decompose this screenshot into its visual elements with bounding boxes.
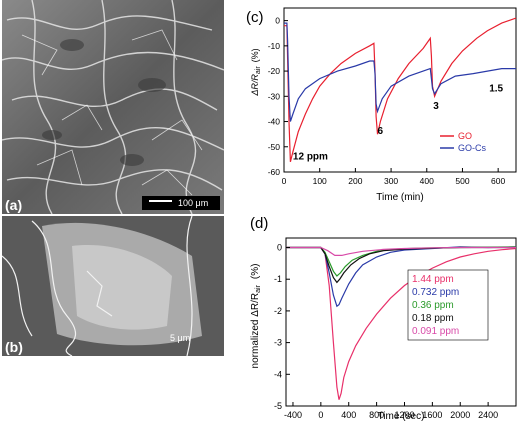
chart-d-legend-4: 0.18 ppm [412, 313, 454, 324]
d-xtick-label: 2400 [478, 410, 498, 420]
c-annotation: 3 [433, 101, 439, 112]
c-xtick-label: 100 [313, 176, 327, 186]
c-ytick-label: -60 [268, 167, 281, 177]
d-xtick-label: 800 [369, 410, 384, 420]
chart-d-legend-box [407, 269, 489, 341]
c-xtick-label: 600 [491, 176, 505, 186]
chart-c-panel-label: (c) [246, 9, 264, 26]
c-annotation: 12 ppm [293, 151, 328, 162]
c-ytick-label: 0 [275, 16, 280, 26]
panel-label-b: (b) [5, 339, 23, 355]
sem-image-a: 100 μm (a) [2, 0, 224, 214]
c-annotation: 6 [378, 126, 384, 137]
d-series-line-0 [286, 246, 517, 400]
d-xtick-label: 1600 [422, 410, 442, 420]
c-xtick-label: 200 [348, 176, 362, 186]
c-ytick-label: -50 [268, 142, 281, 152]
c-xtick-label: 0 [282, 176, 287, 186]
sem-micrograph-b: 5 μm (b) [2, 216, 224, 356]
d-series-line-4 [286, 246, 516, 257]
sem-image-b: 5 μm (b) [2, 216, 224, 356]
chart-d-legend-1: 1.44 ppm [412, 274, 454, 285]
d-xtick-label: 400 [341, 410, 356, 420]
scale-bar-a: 100 μm [178, 198, 208, 208]
d-ytick-label: -3 [274, 338, 282, 348]
d-ytick-label: 0 [277, 243, 282, 253]
d-xtick-label: 0 [318, 410, 323, 420]
c-xtick-label: 300 [384, 176, 398, 186]
chart-c-legend: GO GO-Cs [440, 131, 486, 153]
c-xtick-label: 400 [420, 176, 434, 186]
c-ytick-label: -10 [268, 41, 281, 51]
chart-d-xlabel: Time (sec) [378, 411, 425, 422]
d-ytick-label: -4 [274, 369, 282, 379]
chart-c: (c) ΔR/Rair(%) 0 100 200 300 400 500 600 0 -10 -2… [246, 7, 517, 203]
d-xtick-label: 1200 [394, 410, 414, 420]
chart-d-panel-label: (d) [250, 215, 268, 232]
chart-d-legend: 1.44 ppm 0.732 ppm 0.36 ppm 0.18 ppm 0.0… [412, 274, 459, 337]
d-ytick-label: -2 [274, 306, 282, 316]
sem-micrograph-a: 100 μm (a) [2, 0, 224, 214]
scale-bar-b: 5 μm [170, 333, 190, 343]
chart-d-legend-3: 0.36 ppm [412, 300, 454, 311]
panel-label-a: (a) [5, 197, 22, 213]
c-ytick-label: -30 [268, 91, 281, 101]
d-xtick-label: -400 [284, 410, 302, 420]
chart-d-ylabel: normalized ΔR/Rair(%) [250, 264, 262, 369]
chart-d-plot-frame [285, 237, 517, 407]
c-xtick-label: 500 [455, 176, 469, 186]
chart-c-xlabel: Time (min) [376, 192, 423, 203]
d-ytick-label: -1 [274, 274, 282, 284]
chart-d: (d) normalized ΔR/Rair(%) -400 0 400 800 120… [250, 215, 517, 422]
chart-c-legend-gocs: GO-Cs [458, 143, 486, 153]
chart-c-legend-go: GO [458, 131, 472, 141]
c-ytick-label: -40 [268, 117, 281, 127]
c-ytick-label: -20 [268, 66, 281, 76]
c-series-line-0 [284, 17, 517, 163]
chart-c-plot-frame [283, 7, 517, 173]
d-xtick-label: 2000 [450, 410, 470, 420]
d-ytick-label: -5 [274, 401, 282, 411]
chart-d-legend-5: 0.091 ppm [412, 326, 459, 337]
chart-c-ylabel: ΔR/Rair(%) [250, 48, 262, 96]
chart-d-legend-2: 0.732 ppm [412, 287, 459, 298]
c-series-line-1 [284, 22, 516, 122]
c-annotation: 1.5 [489, 83, 503, 94]
